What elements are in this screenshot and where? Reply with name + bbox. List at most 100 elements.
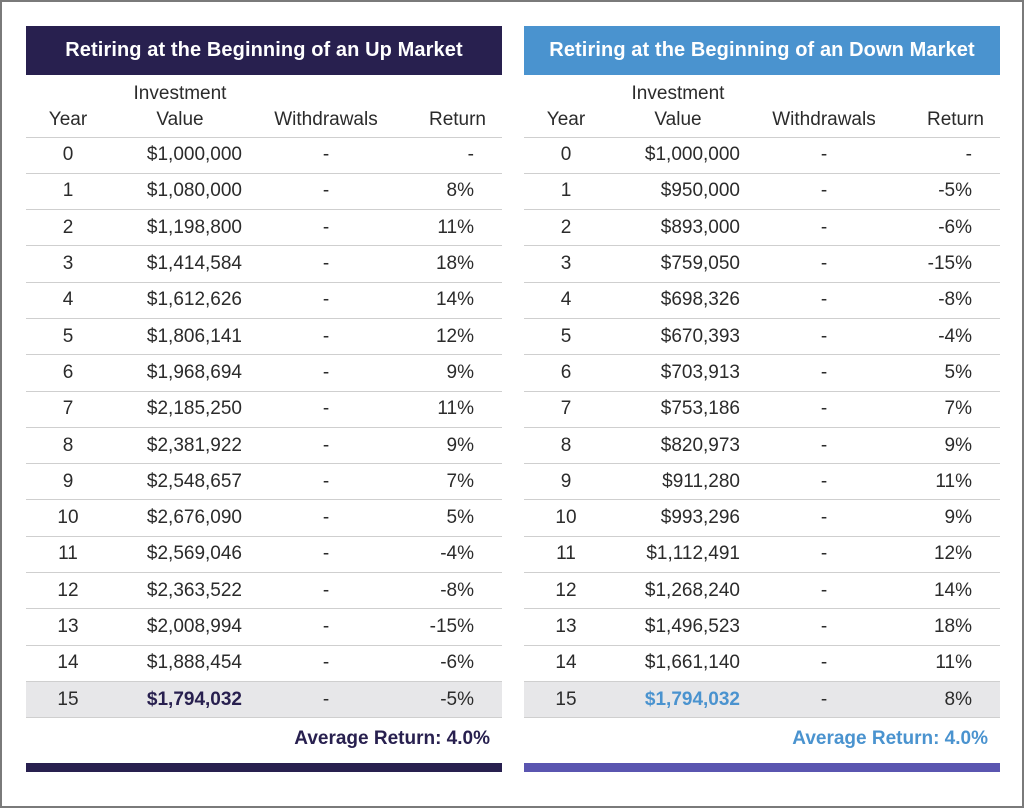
cell-return: -15% — [900, 245, 1000, 283]
cell-year: 15 — [26, 681, 110, 719]
cell-return: 8% — [900, 681, 1000, 719]
cell-return: 12% — [900, 536, 1000, 574]
cell-withdrawals: - — [748, 499, 900, 537]
table-row: 9 $911,280-11% — [524, 463, 1000, 501]
cell-withdrawals: - — [250, 645, 402, 682]
cell-withdrawals: - — [748, 137, 900, 174]
cell-return: 12% — [402, 318, 502, 356]
table-row: 4 $1,612,626-14% — [26, 282, 502, 319]
cell-withdrawals: - — [250, 499, 402, 537]
table-row: 8 $820,973-9% — [524, 427, 1000, 465]
down-market-rows: 0 $1,000,000- -1 $950,000- -5% 2 $893,000- -6% 3… — [524, 137, 1000, 719]
cell-investment-value: $703,913 — [608, 354, 748, 392]
cell-return: 11% — [402, 209, 502, 247]
cell-year: 4 — [26, 282, 110, 319]
cell-withdrawals: - — [748, 209, 900, 247]
up-market-bottom-bar — [26, 763, 502, 773]
down-market-panel: Retiring at the Beginning of an Down Mar… — [524, 26, 1000, 773]
cell-year: 15 — [524, 681, 608, 719]
table-row: 10 $2,676,090-5% — [26, 499, 502, 537]
up-market-header-row: Year Investment Value Withdrawals Return — [26, 75, 502, 138]
cell-withdrawals: - — [748, 354, 900, 392]
cell-year: 7 — [26, 391, 110, 428]
cell-investment-value: $2,008,994 — [110, 608, 250, 646]
cell-investment-value: $1,000,000 — [110, 137, 250, 174]
cell-year: 9 — [524, 463, 608, 501]
cell-year: 2 — [26, 209, 110, 247]
cell-year: 6 — [524, 354, 608, 392]
cell-year: 6 — [26, 354, 110, 392]
table-row: 10 $993,296-9% — [524, 499, 1000, 537]
cell-withdrawals: - — [250, 354, 402, 392]
table-row: 12 $2,363,522- -8% — [26, 572, 502, 610]
cell-year: 9 — [26, 463, 110, 501]
cell-year: 4 — [524, 282, 608, 319]
table-row: 14 $1,888,454- -6% — [26, 645, 502, 682]
cell-investment-value: $1,414,584 — [110, 245, 250, 283]
up-market-average-return: Average Return: 4.0% — [294, 728, 490, 750]
cell-withdrawals: - — [748, 645, 900, 682]
table-row: 0 $1,000,000- - — [26, 137, 502, 174]
cell-year: 0 — [524, 137, 608, 174]
cell-year: 5 — [524, 318, 608, 356]
cell-year: 14 — [26, 645, 110, 682]
up-market-rows: 0 $1,000,000- -1 $1,080,000-8% 2 $1,198,800-1… — [26, 137, 502, 719]
cell-investment-value: $759,050 — [608, 245, 748, 283]
cell-year: 1 — [26, 173, 110, 211]
cell-year: 14 — [524, 645, 608, 682]
cell-return: 18% — [402, 245, 502, 283]
cell-withdrawals: - — [250, 137, 402, 174]
cell-investment-value: $2,363,522 — [110, 572, 250, 610]
cell-withdrawals: - — [250, 608, 402, 646]
cell-withdrawals: - — [748, 572, 900, 610]
cell-investment-value: $1,806,141 — [110, 318, 250, 356]
cell-investment-value: $698,326 — [608, 282, 748, 319]
cell-return: -4% — [900, 318, 1000, 356]
down-market-title: Retiring at the Beginning of an Down Mar… — [524, 26, 1000, 75]
table-row: 5 $1,806,141-12% — [26, 318, 502, 356]
cell-withdrawals: - — [748, 681, 900, 719]
cell-return: -15% — [402, 608, 502, 646]
cell-investment-value: $2,185,250 — [110, 391, 250, 428]
cell-investment-value: $2,569,046 — [110, 536, 250, 574]
cell-return: 9% — [900, 499, 1000, 537]
cell-investment-value: $950,000 — [608, 173, 748, 211]
table-row: 1 $1,080,000-8% — [26, 173, 502, 211]
table-row: 15 $1,794,032- -5% — [26, 681, 502, 719]
cell-investment-value: $820,973 — [608, 427, 748, 465]
cell-year: 10 — [524, 499, 608, 537]
cell-investment-value: $1,268,240 — [608, 572, 748, 610]
cell-year: 8 — [26, 427, 110, 465]
cell-withdrawals: - — [250, 391, 402, 428]
cell-withdrawals: - — [250, 245, 402, 283]
table-row: 1 $950,000- -5% — [524, 173, 1000, 211]
down-market-header-row: Year Investment Value Withdrawals Return — [524, 75, 1000, 138]
table-row: 4 $698,326- -8% — [524, 282, 1000, 319]
table-row: 15 $1,794,032-8% — [524, 681, 1000, 719]
cell-year: 8 — [524, 427, 608, 465]
column-header-year: Year — [524, 75, 608, 138]
cell-investment-value: $893,000 — [608, 209, 748, 247]
down-market-bottom-bar — [524, 763, 1000, 773]
cell-year: 1 — [524, 173, 608, 211]
table-row: 0 $1,000,000- - — [524, 137, 1000, 174]
cell-year: 7 — [524, 391, 608, 428]
table-row: 13 $2,008,994- -15% — [26, 608, 502, 646]
cell-year: 11 — [26, 536, 110, 574]
cell-investment-value: $2,548,657 — [110, 463, 250, 501]
cell-return: -5% — [402, 681, 502, 719]
cell-withdrawals: - — [250, 572, 402, 610]
cell-year: 0 — [26, 137, 110, 174]
cell-investment-value: $1,968,694 — [110, 354, 250, 392]
cell-investment-value: $753,186 — [608, 391, 748, 428]
cell-withdrawals: - — [250, 536, 402, 574]
cell-withdrawals: - — [748, 245, 900, 283]
cell-investment-value: $670,393 — [608, 318, 748, 356]
cell-withdrawals: - — [250, 282, 402, 319]
cell-return: 9% — [900, 427, 1000, 465]
cell-withdrawals: - — [250, 173, 402, 211]
cell-return: 5% — [402, 499, 502, 537]
table-row: 8 $2,381,922-9% — [26, 427, 502, 465]
cell-withdrawals: - — [748, 282, 900, 319]
cell-investment-value: $993,296 — [608, 499, 748, 537]
